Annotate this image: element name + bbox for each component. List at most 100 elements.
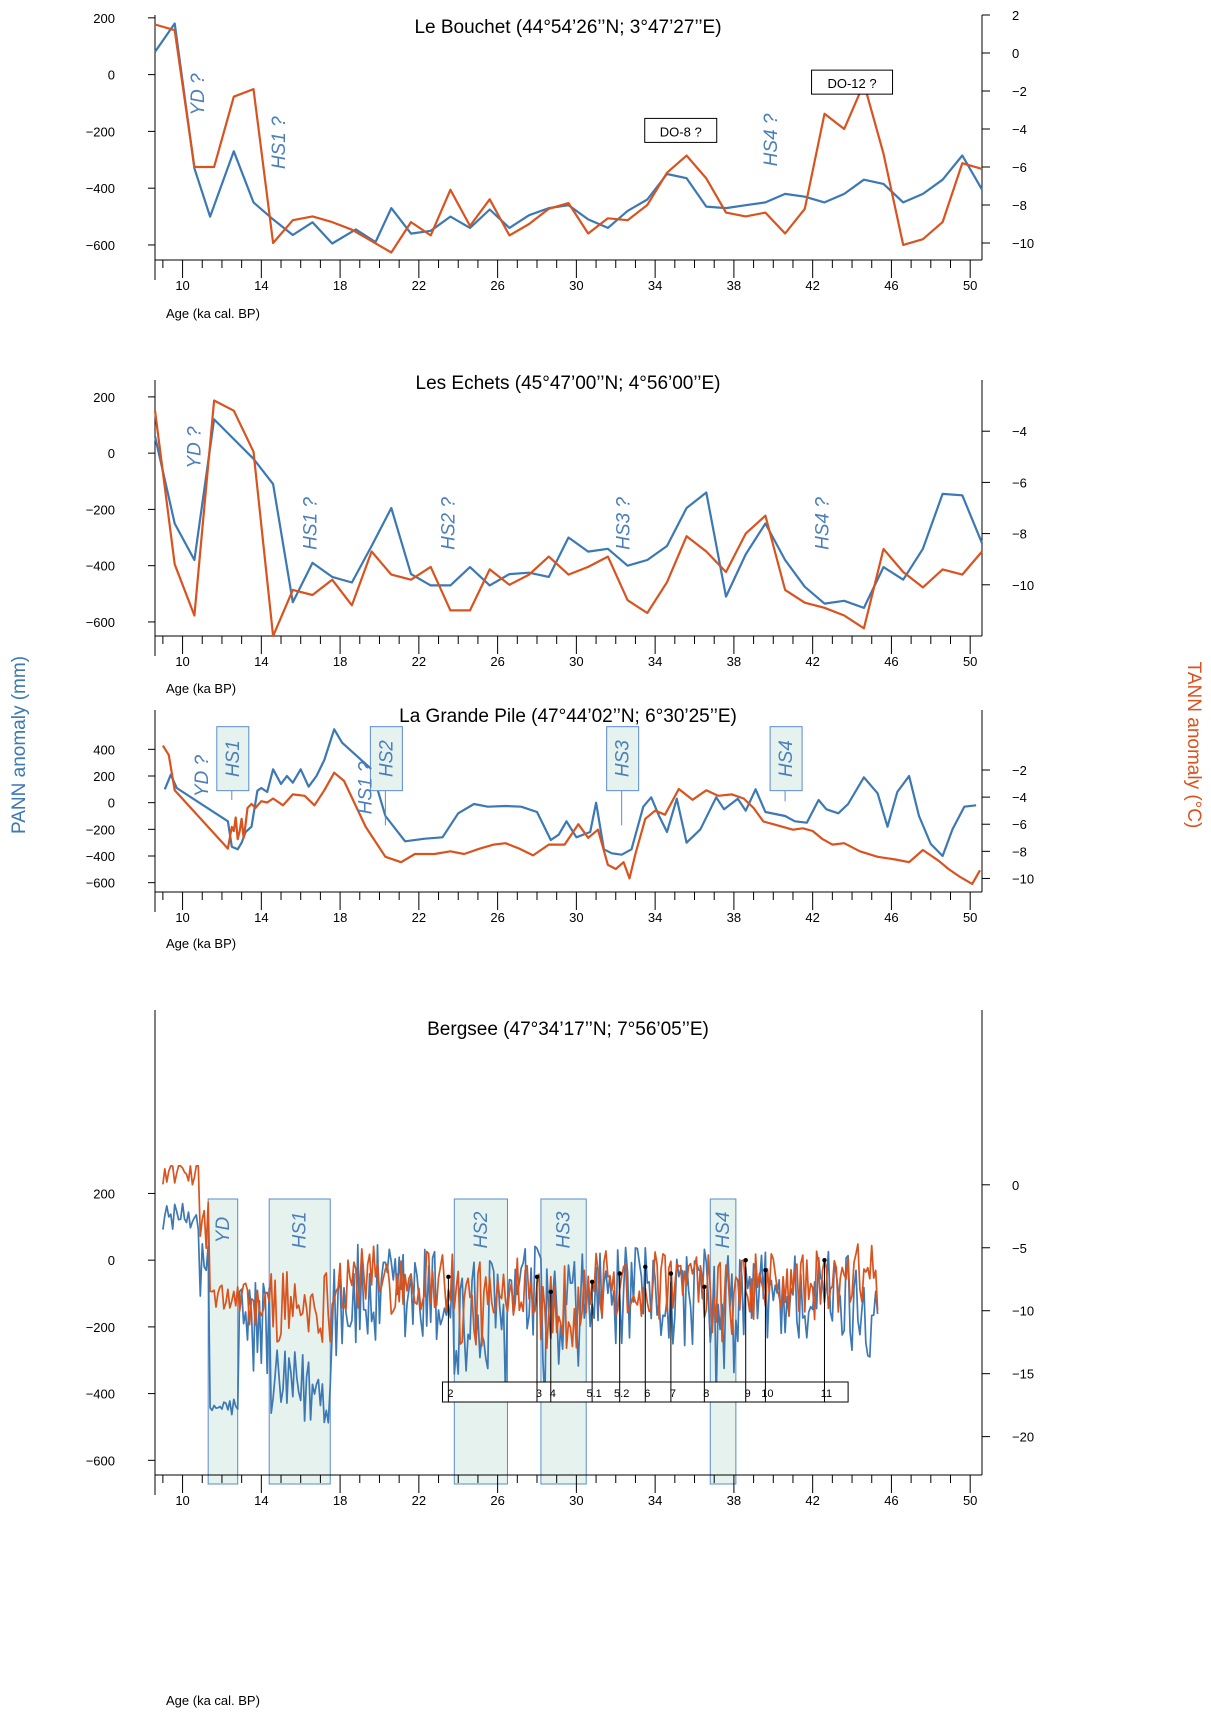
right-tick-label: 2 (1012, 8, 1019, 23)
event-annotation: HS4 ? (812, 497, 833, 550)
event-marker-dot (743, 1257, 748, 1263)
left-tick-label: 200 (93, 769, 115, 784)
x-tick-label: 38 (727, 910, 741, 925)
hs-marker-label: HS4 (776, 740, 797, 777)
left-tick-label: 200 (93, 11, 115, 26)
event-number-label: 5.1 (586, 1388, 601, 1400)
event-annotation: YD ? (192, 754, 213, 797)
chart-panel-4: YD HS1 HS2 HS3 HS4 200 0 −200 −400 −600 0 −5 −10 −15 −… (86, 1010, 1034, 1708)
x-tick-label: 50 (963, 654, 977, 669)
left-tick-label: 200 (93, 1186, 115, 1201)
annotation-box-label: DO-12 ? (827, 76, 876, 91)
tann-series-line (154, 23, 983, 254)
event-number-label: 3 (536, 1388, 542, 1400)
left-tick-label: 400 (93, 742, 115, 757)
right-tick-label: −2 (1012, 84, 1027, 99)
right-tick-label: −20 (1012, 1430, 1034, 1445)
left-tick-label: −200 (86, 822, 115, 837)
event-annotation: HS3 ? (614, 497, 635, 550)
event-annotation: HS1 ? (300, 497, 321, 550)
chart-panel-1: 200 0 −200 −400 −600 2 0 −2 −4 −6 −8 −10 10 14 18 22 26 3… (86, 8, 1034, 321)
chart-title: Le Bouchet (44°54’26’’N; 3°47’27’’E) (414, 17, 721, 38)
event-marker-dot (668, 1271, 674, 1276)
left-axis-label: PANN anomaly (mm) (9, 656, 30, 834)
event-annotation: YD ? (184, 426, 205, 469)
event-number-label: 4 (550, 1388, 556, 1400)
event-number-label: 7 (670, 1388, 676, 1400)
left-tick-label: −200 (86, 1320, 115, 1335)
x-tick-label: 22 (412, 278, 426, 293)
event-number-label: 5.2 (614, 1388, 629, 1400)
event-marker-dot (446, 1274, 451, 1280)
shaded-period-yd (207, 1198, 239, 1485)
x-axis-label: Age (ka BP) (166, 936, 236, 951)
left-tick-label: 0 (108, 68, 115, 83)
x-tick-label: 42 (805, 278, 819, 293)
x-axis-label: Age (ka cal. BP) (166, 306, 260, 321)
right-tick-label: −8 (1012, 844, 1027, 859)
right-tick-label: −8 (1012, 527, 1027, 542)
x-tick-label: 10 (175, 278, 189, 293)
pann-series-line (162, 1202, 879, 1424)
event-marker-dot (534, 1274, 540, 1280)
left-tick-label: 0 (108, 796, 115, 811)
x-tick-label: 34 (648, 654, 662, 669)
event-annotation: HS2 ? (438, 497, 459, 550)
shaded-period-hs1 (268, 1198, 331, 1485)
right-tick-label: −6 (1012, 475, 1027, 490)
x-tick-label: 42 (805, 1493, 819, 1508)
x-tick-label: 10 (175, 1493, 189, 1508)
x-axis-label: Age (ka cal. BP) (166, 1693, 260, 1708)
x-tick-label: 38 (727, 278, 741, 293)
right-axis-label: TANN anomaly (°C) (1183, 662, 1204, 829)
x-tick-label: 30 (569, 910, 583, 925)
x-tick-label: 22 (412, 1493, 426, 1508)
x-tick-label: 14 (254, 910, 268, 925)
left-tick-label: −200 (86, 124, 115, 139)
event-number-label: 10 (761, 1388, 773, 1400)
x-tick-label: 34 (648, 1493, 662, 1508)
event-number-label: 2 (447, 1388, 453, 1400)
x-tick-label: 30 (569, 278, 583, 293)
hs-marker-box (216, 726, 250, 792)
left-tick-label: 0 (108, 446, 115, 461)
x-tick-label: 10 (175, 654, 189, 669)
x-tick-label: 34 (648, 910, 662, 925)
right-tick-label: −10 (1012, 1304, 1034, 1319)
shaded-period-label: YD (213, 1217, 234, 1244)
right-tick-label: 0 (1012, 46, 1019, 61)
event-number-label: 6 (644, 1388, 650, 1400)
right-tick-label: −4 (1012, 122, 1027, 137)
hs-marker-box (606, 726, 640, 792)
x-tick-label: 22 (412, 654, 426, 669)
left-tick-label: 0 (108, 1253, 115, 1268)
right-tick-label: −8 (1012, 198, 1027, 213)
chart-panel-2: 200 0 −200 −400 −600 −4 −6 −8 −10 10 14 18 22 26 30 34 3… (86, 373, 1034, 696)
left-tick-label: −600 (86, 238, 115, 253)
pann-series-line (163, 728, 977, 858)
x-tick-label: 42 (805, 654, 819, 669)
hs-marker-box (369, 726, 403, 792)
event-annotation: HS1 ? (356, 761, 377, 814)
x-tick-label: 18 (333, 654, 347, 669)
x-axis-label: Age (ka BP) (166, 681, 236, 696)
left-tick-label: −400 (86, 1387, 115, 1402)
chart-title: Bergsee (47°34’17’’N; 7°56’05’’E) (427, 1019, 709, 1040)
hs-marker-label: HS1 (223, 740, 244, 777)
left-tick-label: −600 (86, 1453, 115, 1468)
pann-series-line (153, 418, 984, 610)
right-tick-label: −6 (1012, 160, 1027, 175)
annotation-box-label: DO-8 ? (660, 124, 702, 139)
x-tick-label: 46 (884, 654, 898, 669)
right-tick-label: −5 (1012, 1241, 1027, 1256)
event-number-label: 8 (703, 1388, 709, 1400)
event-annotation: HS1 ? (269, 116, 290, 169)
left-tick-label: −200 (86, 502, 115, 517)
left-tick-label: −600 (86, 876, 115, 891)
x-tick-label: 50 (963, 278, 977, 293)
x-tick-label: 38 (727, 1493, 741, 1508)
chart-panel-3: 400 200 0 −200 −400 −600 −2 −4 −6 −8 −10 10 14 18 22 26… (86, 706, 1034, 951)
x-tick-label: 46 (884, 278, 898, 293)
x-tick-label: 18 (333, 1493, 347, 1508)
shaded-period-label: HS3 (554, 1211, 575, 1248)
